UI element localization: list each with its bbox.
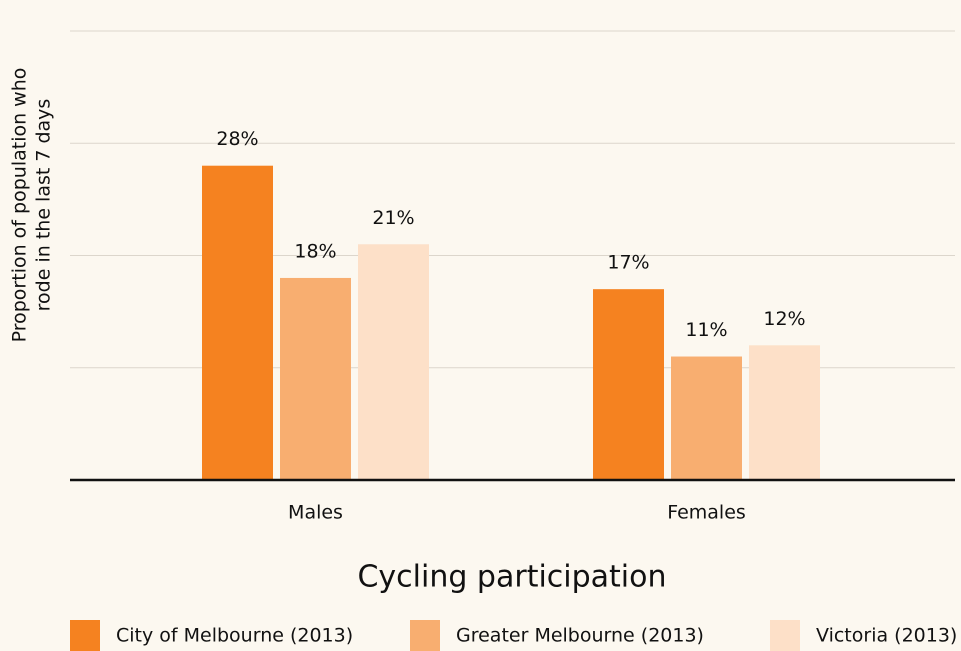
bar xyxy=(202,165,273,480)
x-tick-label: Females xyxy=(667,502,746,524)
bar xyxy=(358,244,429,480)
legend-swatch xyxy=(70,620,100,651)
data-label: 28% xyxy=(216,128,258,150)
data-label: 18% xyxy=(294,240,336,262)
data-label: 17% xyxy=(607,252,649,274)
data-label: 11% xyxy=(685,319,727,341)
legend-swatch xyxy=(410,620,440,651)
y-axis-label: Proportion of population who rode in the… xyxy=(9,68,55,343)
bar xyxy=(280,277,351,480)
bar xyxy=(749,345,820,480)
chart-title: Cycling participation xyxy=(357,560,666,595)
legend-label: Victoria (2013) xyxy=(816,625,957,647)
bar xyxy=(671,356,742,480)
bar xyxy=(593,289,664,480)
legend-swatch xyxy=(770,620,800,651)
y-label-line: Proportion of population who xyxy=(9,68,31,343)
data-label: 12% xyxy=(763,308,805,330)
data-label: 21% xyxy=(372,207,414,229)
y-label-line: rode in the last 7 days xyxy=(33,99,55,312)
legend-label: City of Melbourne (2013) xyxy=(116,625,353,647)
x-tick-label: Males xyxy=(288,502,343,524)
legend-label: Greater Melbourne (2013) xyxy=(456,625,704,647)
